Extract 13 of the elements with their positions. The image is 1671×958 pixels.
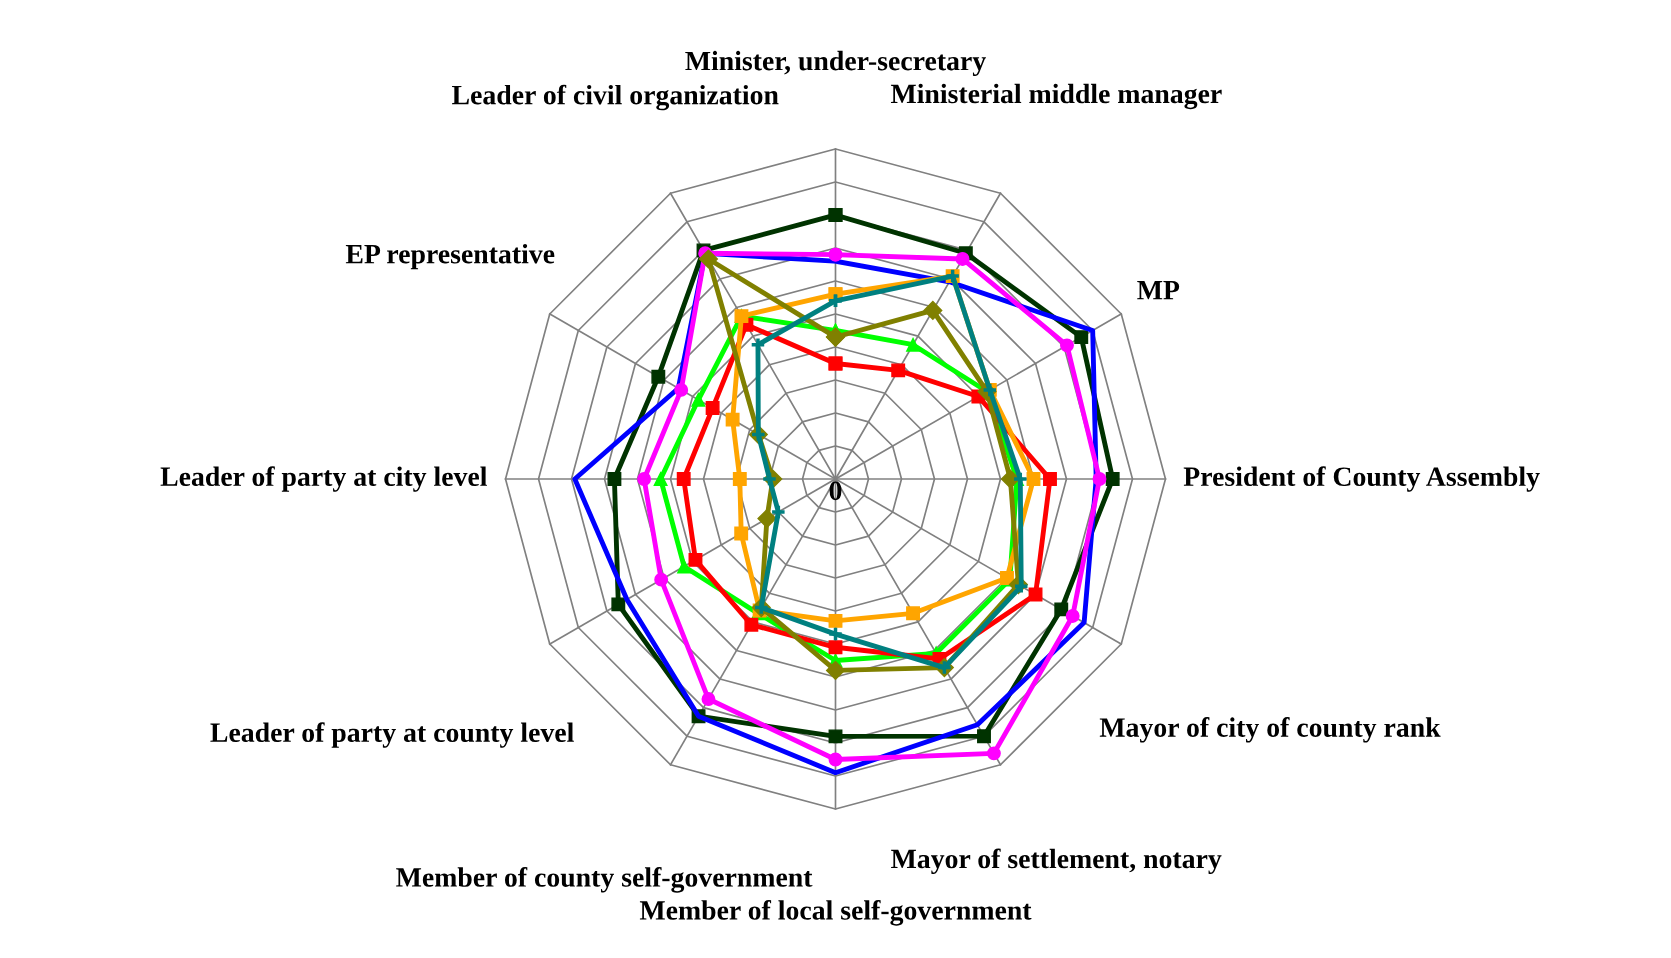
spoke-label: President of County Assembly bbox=[1183, 466, 1540, 492]
spoke-label: Mayor of city of county rank bbox=[1099, 717, 1441, 743]
spoke-label: Leader of party at county level bbox=[210, 722, 574, 748]
spoke-label: MP bbox=[1137, 281, 1180, 300]
spoke-label: Mayor of settlement, notary bbox=[891, 848, 1222, 875]
spoke-label: Leader of party at city level bbox=[160, 466, 487, 492]
spoke-label: Leader of civil organization bbox=[452, 84, 779, 111]
text: 0 bbox=[829, 481, 842, 501]
spoke-label: Member of local self-government bbox=[639, 899, 1032, 926]
spoke-label: Ministerial middle manager bbox=[890, 83, 1222, 110]
spoke-label: EP representative bbox=[345, 243, 555, 270]
spoke-label: Member of county self-government bbox=[396, 866, 813, 893]
spoke-label: Minister, under-secretary bbox=[685, 50, 986, 77]
